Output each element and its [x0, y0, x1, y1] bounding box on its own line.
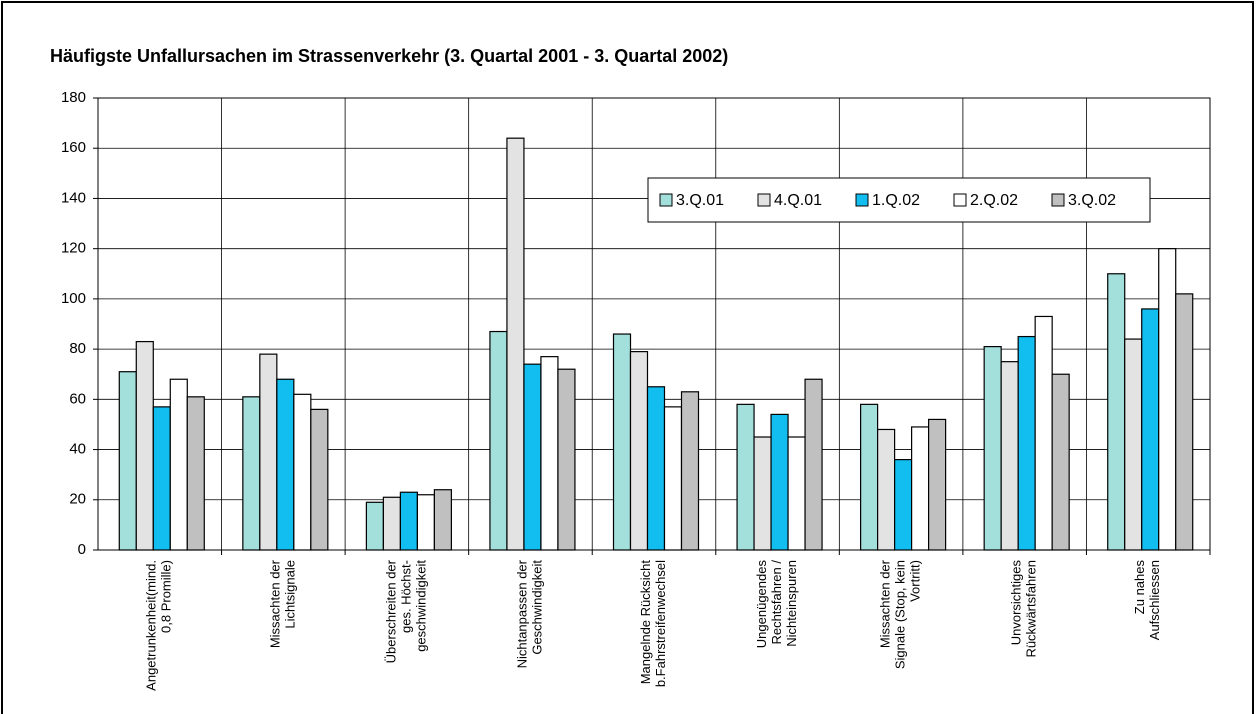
bar: [382, 496, 401, 551]
y-tick-label: 0: [78, 541, 86, 558]
legend-label: 2.Q.02: [970, 192, 1018, 209]
x-tick-label: Nichtanpassen der: [514, 559, 529, 668]
bar: [186, 396, 205, 551]
x-tick-label: Zu nahes: [1132, 560, 1147, 615]
bar: [663, 406, 683, 551]
bar: [1034, 315, 1053, 551]
bar: [259, 353, 278, 551]
bar: [1141, 308, 1160, 551]
x-tick-label: Mangelnde Rücksicht: [638, 560, 653, 685]
bar: [399, 491, 418, 551]
y-tick-label: 140: [61, 189, 86, 206]
bar: [276, 378, 295, 551]
y-tick-label: 20: [69, 491, 86, 508]
bar: [612, 333, 632, 551]
bar: [629, 351, 649, 551]
x-tick-label: Rückwärtsfahren: [1024, 560, 1039, 658]
bar: [1051, 373, 1070, 551]
bar: [983, 346, 1002, 551]
x-tick-label: Ungenügendes: [754, 560, 769, 649]
x-tick-label: Missachten der: [267, 559, 282, 648]
bar: [169, 378, 188, 551]
bar: [1124, 338, 1143, 551]
chart-title: Häufigste Unfallursachen im Strassenverk…: [50, 46, 728, 66]
bar: [416, 494, 435, 551]
legend-swatch: [953, 193, 967, 207]
x-tick-label: Lichtsignale: [282, 560, 297, 629]
y-tick-label: 160: [61, 139, 86, 156]
x-tick-label: geschwindigkeit: [413, 560, 428, 652]
bar: [787, 436, 806, 551]
y-tick-label: 180: [61, 89, 86, 106]
bar: [736, 403, 755, 551]
bar: [506, 137, 525, 551]
bar: [118, 371, 137, 551]
bar: [894, 459, 913, 551]
bar: [557, 368, 576, 551]
x-tick-label: b.Fahrstreifenwechsel: [653, 560, 668, 687]
y-tick-label: 120: [61, 240, 86, 257]
x-tick-label: Geschwindigkeit: [529, 560, 544, 655]
bar: [928, 418, 947, 551]
bar: [1158, 248, 1177, 551]
y-tick-label: 60: [69, 390, 86, 407]
y-tick-label: 80: [69, 340, 86, 357]
x-tick-label: Signale (Stop, kein: [893, 560, 908, 669]
bar: [540, 356, 559, 551]
bar: [911, 426, 930, 551]
bar: [293, 393, 312, 551]
legend-label: 1.Q.02: [872, 192, 920, 209]
bar: [1017, 335, 1036, 551]
x-tick-label: Aufschliessen: [1147, 560, 1162, 640]
bar: [1175, 293, 1194, 551]
x-tick-label: Rechtsfahren /: [769, 560, 784, 645]
bar: [1107, 273, 1126, 551]
bar: [804, 378, 823, 551]
x-tick-label: Vortritt): [908, 560, 923, 602]
x-tick-label: Unvorsichtiges: [1009, 560, 1024, 646]
bar: [523, 363, 542, 551]
legend-swatch: [757, 193, 771, 207]
legend-label: 3.Q.02: [1068, 192, 1116, 209]
bar: [877, 428, 896, 551]
legend-swatch: [855, 193, 869, 207]
bar: [753, 436, 772, 551]
legend-label: 3.Q.01: [676, 192, 724, 209]
y-tick-label: 40: [69, 441, 86, 458]
bar: [489, 330, 508, 551]
bar: [770, 413, 789, 551]
bar: [310, 408, 329, 551]
x-tick-label: Angetrunkenheit(mind.: [144, 560, 159, 691]
x-tick-label: Überschreiten der: [383, 559, 398, 663]
bar: [135, 340, 154, 551]
x-tick-label: ges. Höchst-: [398, 560, 413, 633]
bar: [1000, 361, 1019, 551]
x-tick-label: Nichteinspuren: [784, 560, 799, 647]
x-tick-label: Missachten der: [878, 559, 893, 648]
bar: [242, 396, 261, 551]
bar: [860, 403, 879, 551]
bar: [646, 386, 666, 551]
bar: [365, 501, 384, 551]
legend-label: 4.Q.01: [774, 192, 822, 209]
bar: [152, 406, 171, 551]
bar: [433, 489, 452, 551]
y-tick-label: 100: [61, 290, 86, 307]
legend-box: [647, 177, 1151, 223]
bar: [680, 391, 700, 551]
legend-swatch: [1051, 193, 1065, 207]
legend-swatch: [659, 193, 673, 207]
x-tick-label: 0,8 Promille): [159, 560, 174, 633]
